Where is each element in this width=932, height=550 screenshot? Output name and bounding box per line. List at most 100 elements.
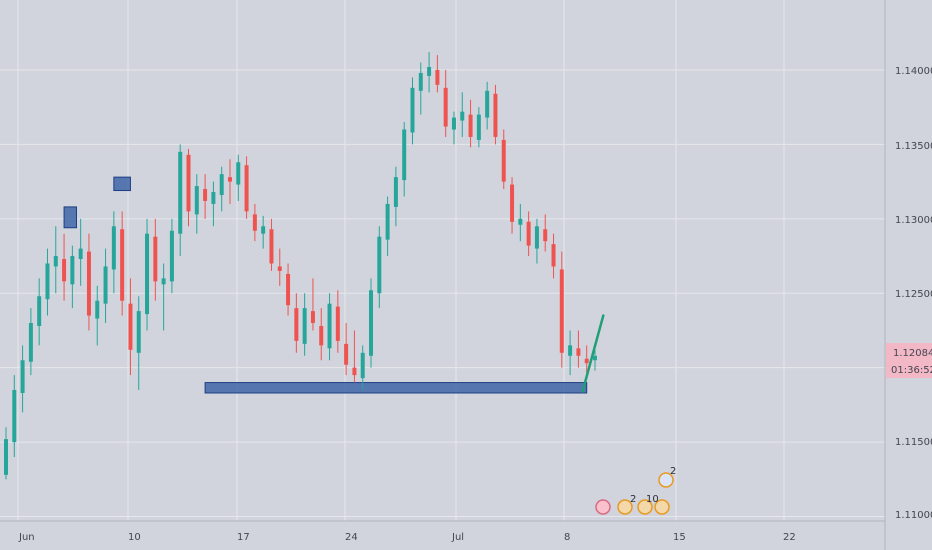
candle-6[interactable] — [53, 226, 58, 294]
candle-48[interactable] — [402, 122, 407, 197]
candle-body — [319, 325, 324, 346]
candle-18[interactable] — [153, 218, 158, 301]
flag-us-icon[interactable] — [637, 499, 653, 515]
candle-50[interactable] — [418, 62, 423, 115]
candle-53[interactable] — [443, 69, 448, 137]
candle-47[interactable] — [393, 166, 398, 227]
candle-41[interactable] — [344, 323, 349, 376]
candle-8[interactable] — [70, 245, 75, 309]
candle-57[interactable] — [476, 107, 481, 148]
candle-5[interactable] — [45, 248, 50, 316]
candle-45[interactable] — [377, 226, 382, 309]
candle-42[interactable] — [352, 330, 357, 383]
candle-44[interactable] — [369, 278, 374, 368]
candle-0[interactable] — [4, 427, 8, 480]
candle-3[interactable] — [28, 308, 33, 376]
economic-events[interactable]: 2 10 2 — [595, 466, 676, 515]
candle-66[interactable] — [551, 233, 556, 279]
date-label-24: 24 — [345, 532, 358, 543]
flag-us-icon[interactable] — [617, 499, 633, 515]
candle-56[interactable] — [468, 99, 473, 148]
candle-27[interactable] — [227, 159, 232, 204]
candle-4[interactable] — [37, 278, 42, 346]
candle-71[interactable] — [593, 349, 597, 371]
candle-23[interactable] — [194, 174, 199, 234]
candle-70[interactable] — [584, 345, 589, 376]
candle-36[interactable] — [302, 293, 307, 356]
candle-68[interactable] — [568, 330, 573, 376]
candle-9[interactable] — [78, 218, 83, 286]
event-badge-2: 2 — [630, 494, 636, 505]
candle-54[interactable] — [451, 111, 456, 145]
candle-body — [111, 226, 116, 270]
zone-1[interactable] — [63, 206, 78, 229]
candle-17[interactable] — [145, 218, 150, 331]
candle-33[interactable] — [277, 248, 282, 286]
candle-24[interactable] — [203, 174, 208, 219]
candle-16[interactable] — [136, 296, 141, 391]
candle-22[interactable] — [186, 148, 191, 227]
flag-eu-icon[interactable] — [658, 472, 674, 488]
candle-37[interactable] — [310, 278, 315, 331]
zone-2[interactable] — [113, 176, 131, 192]
candle-13[interactable] — [111, 211, 116, 294]
candle-59[interactable] — [493, 84, 498, 145]
zone-0[interactable] — [204, 382, 588, 394]
candle-body — [169, 230, 174, 282]
candle-34[interactable] — [286, 263, 291, 316]
candle-61[interactable] — [510, 177, 515, 234]
candle-14[interactable] — [120, 211, 125, 316]
grid — [0, 0, 885, 521]
candle-62[interactable] — [518, 203, 523, 242]
candle-58[interactable] — [485, 81, 490, 130]
candle-69[interactable] — [576, 330, 581, 368]
candle-body — [37, 296, 42, 326]
candle-67[interactable] — [559, 251, 564, 368]
candle-11[interactable] — [95, 285, 100, 346]
candle-28[interactable] — [236, 154, 241, 201]
price-tick-7: 1.11000 — [895, 510, 932, 521]
candle-32[interactable] — [269, 218, 274, 271]
candle-60[interactable] — [501, 129, 506, 190]
candle-10[interactable] — [86, 233, 91, 331]
candle-2[interactable] — [20, 345, 25, 413]
candle-65[interactable] — [543, 214, 548, 252]
candle-21[interactable] — [178, 144, 183, 257]
candle-31[interactable] — [261, 215, 266, 249]
candle-body — [335, 306, 340, 341]
candle-35[interactable] — [294, 293, 299, 353]
candle-63[interactable] — [526, 211, 531, 257]
projection-arrow[interactable] — [581, 314, 605, 393]
candle-26[interactable] — [219, 166, 224, 212]
date-label-10: 10 — [128, 532, 141, 543]
candle-43[interactable] — [360, 345, 365, 391]
candle-7[interactable] — [62, 233, 67, 301]
price-tick-2: 1.13500 — [895, 141, 932, 152]
candle-20[interactable] — [169, 218, 174, 294]
candle-body — [294, 308, 299, 341]
candles[interactable] — [4, 52, 597, 480]
candle-15[interactable] — [128, 278, 133, 376]
candle-40[interactable] — [335, 290, 340, 353]
flag-us-icon[interactable] — [595, 499, 611, 515]
candle-52[interactable] — [435, 55, 440, 93]
candle-1[interactable] — [12, 375, 17, 457]
candle-51[interactable] — [427, 52, 432, 93]
candle-29[interactable] — [244, 156, 249, 219]
candle-49[interactable] — [410, 77, 415, 145]
candle-38[interactable] — [319, 308, 324, 361]
candle-55[interactable] — [460, 92, 465, 137]
candle-12[interactable] — [103, 248, 108, 324]
candle-30[interactable] — [252, 203, 257, 242]
candle-25[interactable] — [211, 181, 216, 227]
candle-39[interactable] — [327, 293, 332, 361]
candle-19[interactable] — [161, 263, 166, 331]
candle-body — [186, 154, 191, 212]
flag-us-icon[interactable] — [654, 499, 670, 515]
candle-64[interactable] — [534, 218, 539, 264]
candle-46[interactable] — [385, 196, 390, 257]
candle-body — [344, 343, 349, 365]
